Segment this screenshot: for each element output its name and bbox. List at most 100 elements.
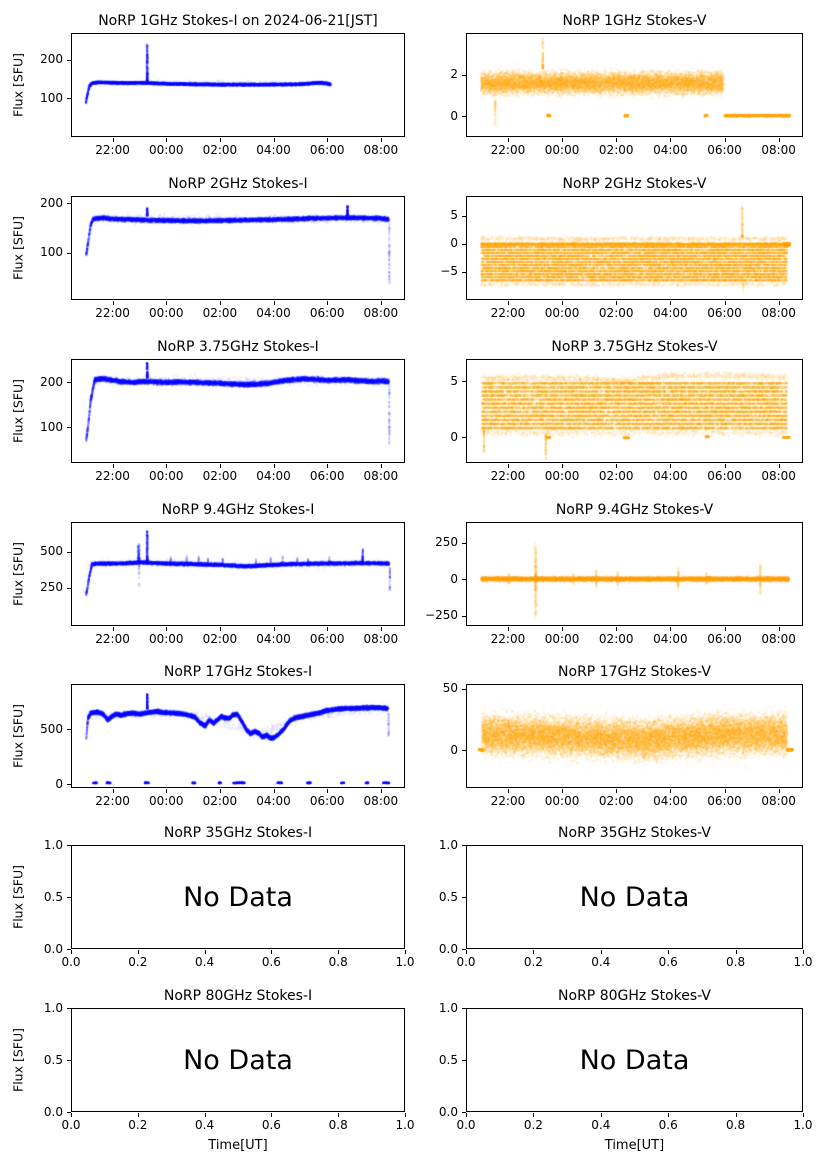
x-tick-mark bbox=[724, 464, 726, 468]
chart-title: NoRP 2GHz Stokes-I bbox=[168, 176, 308, 192]
x-tick-mark bbox=[803, 1113, 804, 1117]
scatter-points-canvas bbox=[72, 34, 404, 136]
scatter-points-canvas bbox=[467, 523, 802, 625]
x-tick-label: 22:00 bbox=[490, 632, 526, 646]
y-tick-label: 1.0 bbox=[43, 1000, 63, 1015]
y-tick-label: 250 bbox=[435, 535, 458, 549]
x-tick-label: 08:00 bbox=[363, 632, 399, 646]
x-tick-mark bbox=[562, 301, 564, 305]
y-tick-label: 1.0 bbox=[438, 837, 458, 852]
x-tick-mark bbox=[616, 301, 618, 305]
scatter-points-canvas bbox=[72, 846, 404, 948]
x-tick-label: 1.0 bbox=[793, 955, 813, 969]
x-tick-mark bbox=[166, 464, 168, 468]
x-tick-label: 02:00 bbox=[598, 143, 634, 157]
scatter-points-canvas bbox=[72, 360, 404, 462]
plot-area bbox=[466, 33, 803, 137]
x-tick-label: 06:00 bbox=[309, 143, 345, 157]
x-tick-label: 06:00 bbox=[707, 794, 742, 808]
x-tick-mark bbox=[507, 301, 509, 305]
x-tick-mark bbox=[380, 464, 382, 468]
x-axis-label: Time[UT] bbox=[604, 1138, 665, 1153]
y-tick-mark bbox=[67, 784, 71, 786]
chart-title: NoRP 2GHz Stokes-V bbox=[562, 176, 707, 192]
scatter-points-canvas bbox=[467, 34, 802, 136]
y-tick-label: 0.5 bbox=[438, 1052, 458, 1067]
scatter-points-canvas bbox=[72, 197, 404, 299]
y-tick-mark bbox=[462, 1060, 466, 1061]
y-tick-label: 500 bbox=[40, 721, 63, 736]
x-tick-mark bbox=[112, 789, 114, 793]
y-tick-label: 1.0 bbox=[43, 837, 63, 852]
x-tick-label: 0.8 bbox=[726, 955, 746, 969]
y-tick-mark bbox=[67, 551, 71, 553]
x-tick-label: 00:00 bbox=[148, 469, 184, 483]
x-tick-mark bbox=[507, 789, 509, 793]
y-tick-mark bbox=[67, 1060, 71, 1061]
x-tick-label: 0.0 bbox=[456, 955, 476, 969]
x-tick-mark bbox=[380, 627, 382, 631]
scatter-points-canvas bbox=[467, 685, 802, 787]
y-tick-mark bbox=[462, 615, 466, 617]
y-tick-mark bbox=[67, 949, 71, 950]
x-tick-mark bbox=[166, 627, 168, 631]
y-tick-mark bbox=[462, 688, 466, 690]
y-tick-mark bbox=[462, 215, 466, 217]
x-tick-label: 22:00 bbox=[95, 306, 130, 320]
x-tick-label: 0.4 bbox=[195, 955, 215, 969]
x-tick-label: 0.6 bbox=[658, 1118, 678, 1132]
x-tick-label: 02:00 bbox=[202, 469, 238, 483]
x-tick-label: 1.0 bbox=[395, 955, 415, 969]
x-tick-mark bbox=[137, 1113, 139, 1117]
x-tick-label: 04:00 bbox=[653, 306, 688, 320]
x-tick-mark bbox=[670, 789, 672, 793]
x-tick-mark bbox=[616, 627, 618, 631]
x-tick-mark bbox=[405, 1113, 406, 1117]
x-tick-mark bbox=[778, 464, 780, 468]
y-tick-mark bbox=[462, 1112, 466, 1113]
x-tick-label: 22:00 bbox=[490, 794, 526, 808]
x-tick-label: 04:00 bbox=[653, 469, 688, 483]
x-tick-label: 0.8 bbox=[328, 1118, 348, 1132]
y-tick-mark bbox=[462, 243, 466, 245]
x-tick-label: 0.0 bbox=[456, 1118, 476, 1132]
y-tick-label: 0.0 bbox=[43, 1104, 63, 1119]
y-tick-mark bbox=[462, 542, 466, 544]
x-tick-label: 08:00 bbox=[363, 143, 399, 157]
x-tick-label: 00:00 bbox=[148, 794, 184, 808]
scatter-points-canvas bbox=[72, 685, 404, 787]
y-tick-label: 0.0 bbox=[438, 941, 458, 956]
x-tick-label: 0.6 bbox=[261, 1118, 281, 1132]
x-tick-label: 04:00 bbox=[256, 794, 291, 808]
x-tick-mark bbox=[219, 464, 221, 468]
x-tick-mark bbox=[533, 1113, 535, 1117]
x-tick-label: 02:00 bbox=[598, 306, 634, 320]
y-tick-label: 0 bbox=[450, 429, 458, 444]
y-tick-label: 0.5 bbox=[43, 889, 63, 904]
plot-area: No Data bbox=[466, 845, 803, 949]
x-tick-mark bbox=[670, 138, 672, 142]
x-tick-label: 00:00 bbox=[148, 306, 184, 320]
chart-title: NoRP 9.4GHz Stokes-I bbox=[161, 502, 315, 518]
x-tick-mark bbox=[112, 464, 114, 468]
x-tick-label: 00:00 bbox=[544, 632, 580, 646]
x-tick-mark bbox=[778, 627, 780, 631]
plot-area bbox=[71, 684, 405, 788]
x-tick-label: 00:00 bbox=[148, 632, 184, 646]
plot-area: No Data bbox=[71, 1008, 405, 1112]
x-tick-mark bbox=[338, 950, 340, 954]
x-tick-mark bbox=[166, 138, 168, 142]
x-tick-label: 08:00 bbox=[761, 469, 796, 483]
plot-area bbox=[466, 522, 803, 626]
x-tick-label: 22:00 bbox=[95, 143, 130, 157]
x-tick-label: 0.8 bbox=[328, 955, 348, 969]
x-tick-label: 22:00 bbox=[95, 794, 130, 808]
x-tick-mark bbox=[166, 789, 168, 793]
x-tick-label: 06:00 bbox=[309, 632, 345, 646]
x-tick-mark bbox=[273, 301, 275, 305]
scatter-points-canvas bbox=[72, 1009, 404, 1111]
